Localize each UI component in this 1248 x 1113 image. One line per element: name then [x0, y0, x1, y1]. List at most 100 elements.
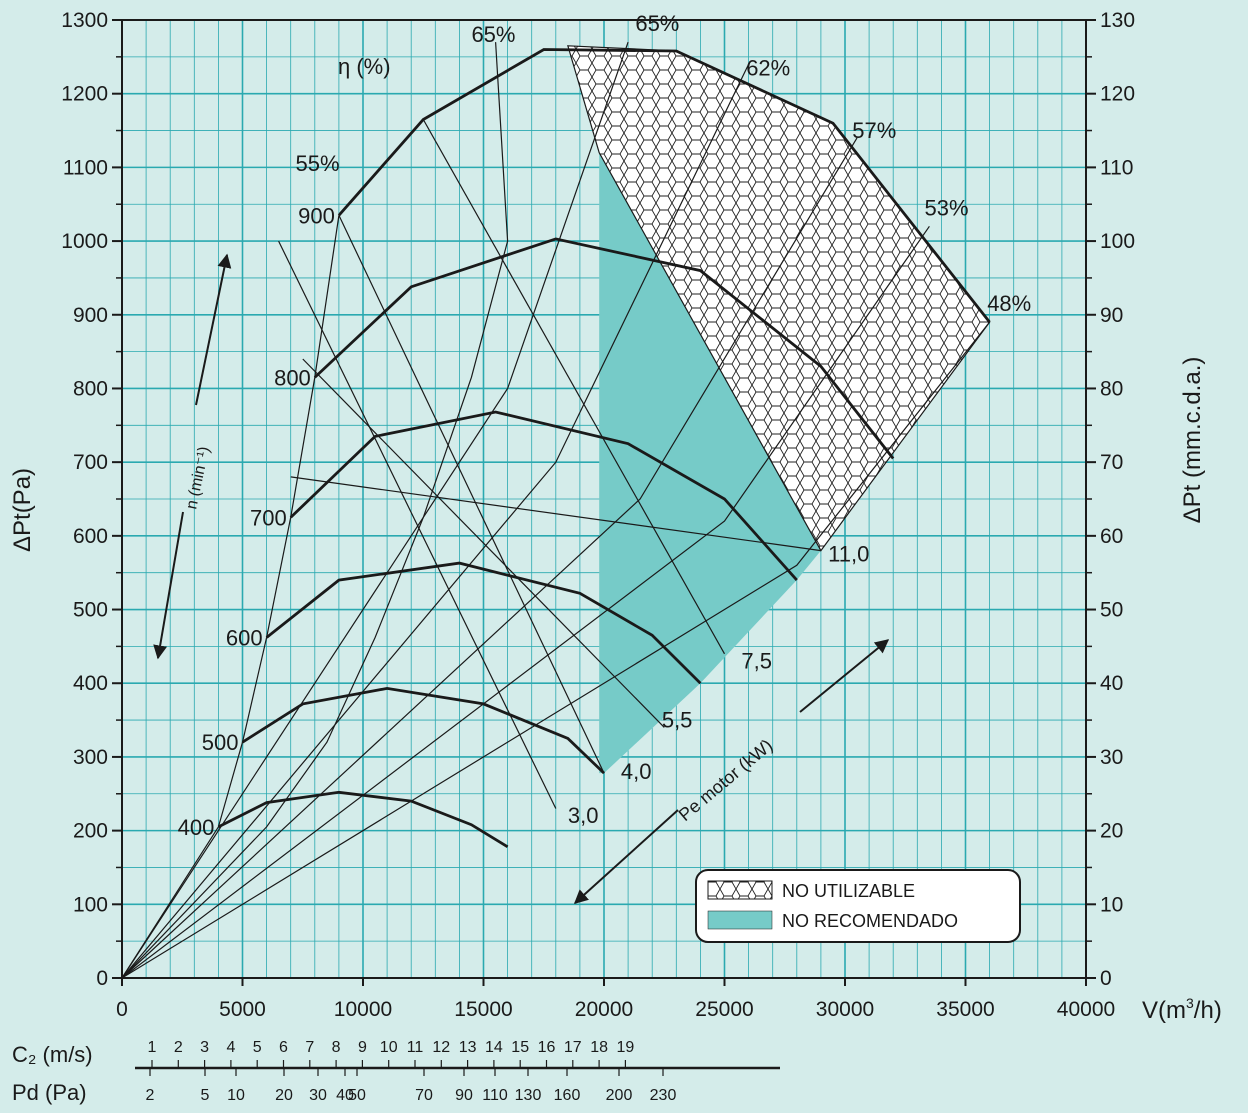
c2-scale-label: 3 [200, 1039, 209, 1056]
speed-label-900: 900 [298, 203, 335, 228]
speed-label-800: 800 [274, 365, 311, 390]
speed-curve-700 [289, 410, 798, 582]
c2-scale-label: 2 [174, 1039, 183, 1056]
efficiency-label-5: 53% [925, 195, 969, 220]
c2-scale-label: 13 [459, 1039, 477, 1056]
y-tick-label: 1300 [61, 9, 108, 32]
pd-scale-label: 70 [415, 1087, 433, 1104]
y-tick-label: 1000 [61, 230, 108, 253]
power-line-3,0 [278, 240, 557, 809]
y-tick-label: 300 [73, 746, 108, 769]
y-tick-label: 1100 [63, 156, 108, 179]
pd-scale-label: 50 [348, 1087, 366, 1104]
y-tick-label: 600 [73, 525, 108, 548]
power-arrow-up [799, 639, 890, 713]
efficiency-line-0 [121, 215, 340, 979]
legend-swatch-no-recomendado [707, 910, 773, 930]
speed-label-400: 400 [178, 815, 215, 840]
axes: 0 5000 10000 15000 20000 25000 30000 35000 40000… [61, 9, 1135, 1021]
efficiency-line-1 [121, 42, 509, 979]
c2-scale-label: 5 [253, 1039, 262, 1056]
y-right-tick-label: 110 [1100, 156, 1133, 179]
pd-scale-label: 230 [650, 1087, 677, 1104]
power-label-11,0: 11,0 [828, 542, 869, 567]
y-right-tick-label: 60 [1100, 525, 1123, 548]
c2-scale-label: 9 [358, 1039, 367, 1056]
power-arrow-down [573, 809, 679, 904]
y-right-tick-label: 0 [1100, 967, 1112, 990]
legend-label-no-recomendado: NO RECOMENDADO [782, 911, 958, 931]
efficiency-line-3 [121, 63, 750, 979]
pd-scale-label: 130 [515, 1087, 542, 1104]
legend-swatch-no-utilizable [707, 880, 773, 900]
c2-scale-title: C₂ (m/s) [12, 1042, 93, 1067]
x-tick-label: 10000 [334, 998, 392, 1021]
x-tick-label: 15000 [454, 998, 512, 1021]
x-tick-label: 0 [116, 998, 128, 1021]
pd-scale-label: 30 [309, 1087, 327, 1104]
efficiency-line-4 [121, 137, 858, 979]
x-tick-label: 5000 [219, 998, 266, 1021]
y-right-tick-label: 10 [1100, 893, 1123, 916]
efficiency-line-6 [121, 321, 991, 979]
c2-scale-label: 16 [538, 1039, 556, 1056]
speed-curve-500 [241, 686, 605, 775]
power-line-5,5 [302, 358, 665, 728]
speed-label-600: 600 [226, 626, 263, 651]
c2-scale-label: 4 [226, 1039, 235, 1056]
efficiency-label-3: 62% [746, 55, 790, 80]
y-tick-label: 400 [73, 672, 108, 695]
pd-scale-label: 40 [336, 1087, 354, 1104]
c2-scale-label: 15 [511, 1039, 529, 1056]
y-tick-label: 900 [73, 304, 108, 327]
y-axis-title: ΔPt(Pa) [9, 468, 36, 552]
efficiency-label-2: 65% [635, 11, 679, 36]
y-tick-label: 0 [96, 967, 108, 990]
c2-scale-label: 14 [485, 1039, 503, 1056]
speed-curve-400 [217, 790, 509, 848]
bottom-scales: C₂ (m/s) Pd (Pa) 1 2 3 4 5 6 7 8 9 10 11 12 13 14 15 16… [12, 1039, 780, 1105]
y-right-axis-title: ΔPt (mm.c.d.a.) [1179, 357, 1206, 524]
efficiency-line-2 [121, 41, 629, 979]
pd-scale-label: 110 [482, 1087, 508, 1104]
speed-curve-600 [265, 561, 702, 685]
x-axis-title: V(m3/h) [1142, 995, 1222, 1024]
c2-scale-label: 18 [590, 1039, 608, 1056]
y-right-tick-label: 90 [1100, 304, 1123, 327]
x-tick-label: 30000 [816, 998, 874, 1021]
power-line-11,0 [290, 476, 821, 552]
y-tick-label: 800 [73, 377, 108, 400]
y-tick-label: 500 [73, 599, 108, 622]
c2-scale-label: 10 [380, 1039, 398, 1056]
pd-scale-label: 90 [455, 1087, 473, 1104]
y-right-tick-label: 30 [1100, 746, 1123, 769]
efficiency-line-5 [121, 225, 930, 979]
c2-scale-label: 12 [432, 1039, 450, 1056]
y-right-tick-label: 120 [1100, 83, 1135, 106]
speed-arrow-down [153, 511, 184, 660]
y-tick-label: 100 [73, 893, 108, 916]
power-annotation: Pe motor (kW) [675, 735, 777, 825]
legend-label-no-utilizable: NO UTILIZABLE [782, 881, 915, 901]
power-label-5,5: 5,5 [662, 707, 693, 732]
power-line-7,5 [422, 119, 726, 655]
pd-scale-label: 2 [146, 1087, 155, 1104]
c2-scale-label: 1 [148, 1039, 157, 1056]
x-tick-label: 40000 [1057, 998, 1115, 1021]
speed-curve-900 [337, 48, 991, 323]
y-right-tick-label: 100 [1100, 230, 1135, 253]
y-right-tick-label: 20 [1100, 820, 1123, 843]
pd-scale-label: 20 [275, 1087, 293, 1104]
y-tick-label: 200 [73, 820, 108, 843]
c2-scale-label: 8 [332, 1039, 341, 1056]
efficiency-title: η (%) [338, 54, 391, 79]
y-right-tick-label: 50 [1100, 599, 1123, 622]
c2-scale-label: 17 [564, 1039, 582, 1056]
curves: 400 500 600 700 800 900 55% 65% 65% 62% 57% 53% 48% 3… [121, 11, 1031, 979]
power-label-7,5: 7,5 [741, 648, 772, 673]
speed-label-500: 500 [202, 730, 239, 755]
pd-scale-label: 5 [201, 1087, 210, 1104]
efficiency-label-0: 55% [296, 151, 340, 176]
regions [567, 45, 991, 774]
c2-scale-label: 19 [617, 1039, 635, 1056]
